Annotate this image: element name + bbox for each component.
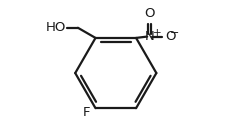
Text: HO: HO — [46, 21, 66, 34]
Text: −: − — [170, 28, 180, 38]
Text: N: N — [145, 30, 155, 43]
Text: O: O — [165, 30, 176, 43]
Text: +: + — [153, 28, 161, 38]
Text: F: F — [83, 106, 90, 119]
Text: O: O — [144, 7, 155, 20]
